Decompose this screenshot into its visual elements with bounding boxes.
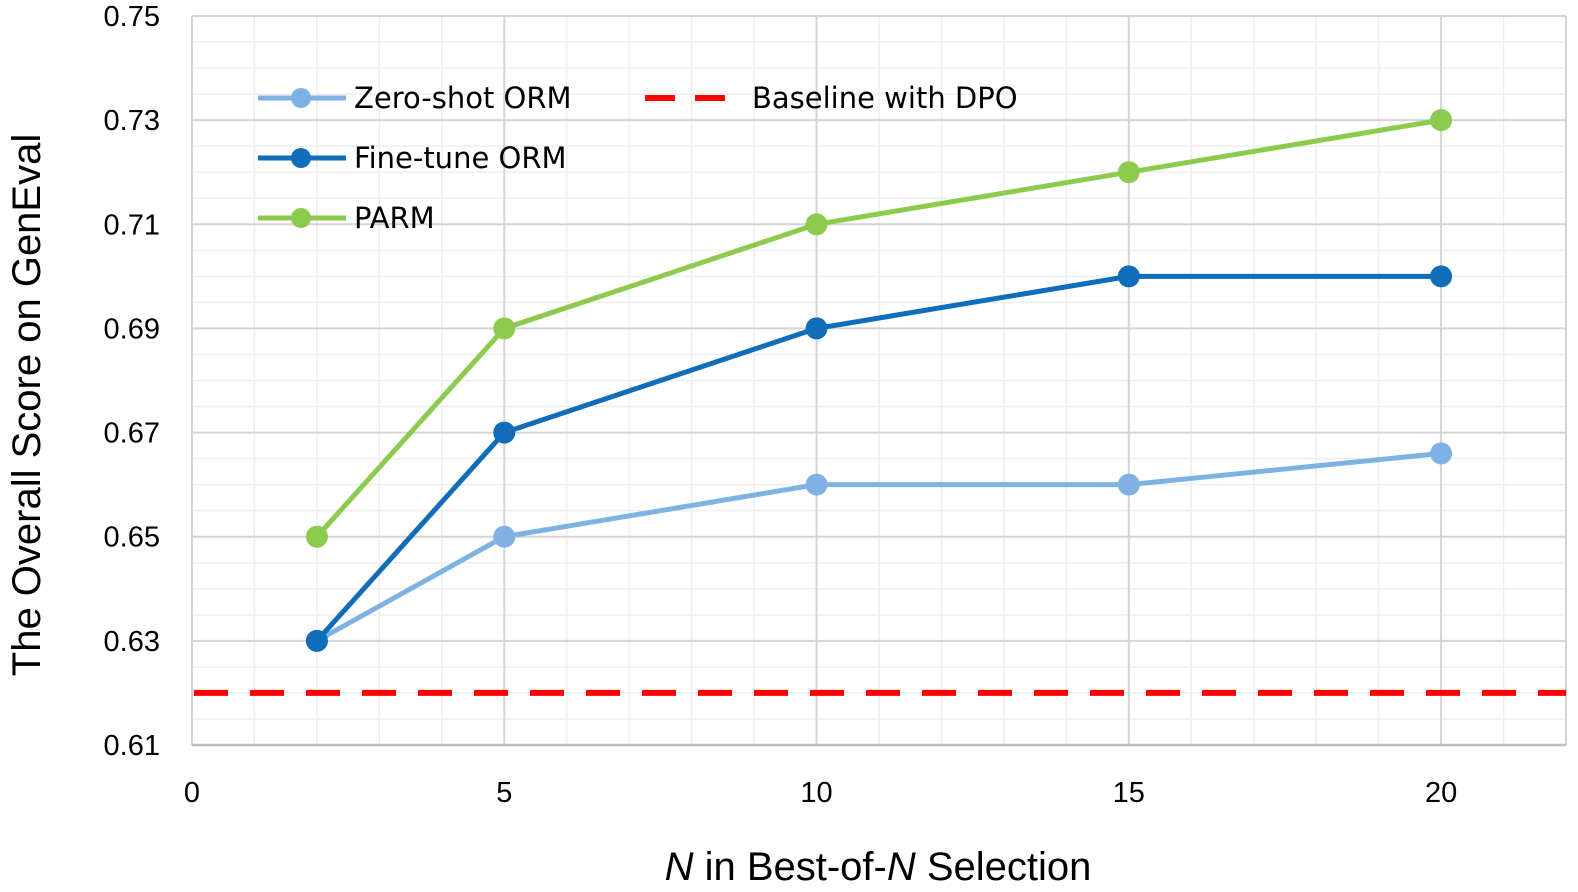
series-parm [305, 109, 1453, 548]
y-tick-label: 0.67 [104, 418, 160, 450]
y-axis-title: The Overall Score on GenEval [5, 134, 49, 676]
legend-label: Fine-tune ORM [354, 141, 567, 175]
data-point [493, 421, 516, 444]
y-tick-label: 0.63 [104, 626, 160, 658]
x-tick-label: 0 [184, 777, 200, 809]
y-tick-label: 0.75 [104, 1, 160, 33]
legend-marker [291, 88, 311, 108]
x-axis-title: N in Best-of-N Selection [665, 845, 1092, 889]
y-tick-label: 0.65 [104, 522, 160, 554]
data-point [805, 213, 828, 236]
y-tick-labels: 0.61 0.63 0.65 0.67 0.69 0.71 0.73 0.75 [104, 1, 160, 762]
x-tick-label: 15 [1113, 777, 1145, 809]
data-point [805, 473, 828, 496]
data-point [1430, 442, 1453, 465]
legend-item-parm: PARM [258, 201, 435, 235]
x-tick-label: 5 [496, 777, 512, 809]
data-point [1430, 109, 1453, 132]
data-point [1117, 265, 1140, 288]
x-axis-title-n1: N [665, 845, 694, 889]
series-fine-tune-orm [305, 265, 1453, 652]
data-point [305, 629, 328, 652]
y-tick-label: 0.71 [104, 209, 160, 241]
data-point [1117, 161, 1140, 184]
y-tick-label: 0.61 [104, 730, 160, 762]
data-point [1117, 473, 1140, 496]
x-tick-labels: 0 5 10 15 20 [184, 777, 1457, 809]
data-point [805, 317, 828, 340]
data-point [493, 317, 516, 340]
legend: Zero-shot ORM Fine-tune ORM PARM Baseline w… [258, 81, 1018, 235]
x-tick-label: 20 [1425, 777, 1457, 809]
data-point [493, 525, 516, 548]
legend-label: PARM [354, 201, 435, 235]
legend-label: Baseline with DPO [752, 81, 1018, 115]
major-gridlines [191, 15, 1567, 746]
data-point [305, 525, 328, 548]
legend-label: Zero-shot ORM [354, 81, 572, 115]
legend-item-zero-shot-orm: Zero-shot ORM [258, 81, 572, 115]
legend-marker [291, 148, 311, 168]
minor-gridlines [192, 16, 1566, 745]
x-tick-label: 10 [800, 777, 832, 809]
x-axis-title-mid: in Best-of- [693, 845, 886, 889]
y-tick-label: 0.69 [104, 313, 160, 345]
x-axis-title-n2: N [887, 845, 916, 889]
legend-item-baseline: Baseline with DPO [645, 81, 1018, 115]
series-layer [305, 109, 1453, 652]
legend-item-fine-tune-orm: Fine-tune ORM [258, 141, 567, 175]
y-tick-label: 0.73 [104, 105, 160, 137]
x-axis-title-tail: Selection [916, 845, 1092, 889]
legend-marker [291, 208, 311, 228]
data-point [1430, 265, 1453, 288]
